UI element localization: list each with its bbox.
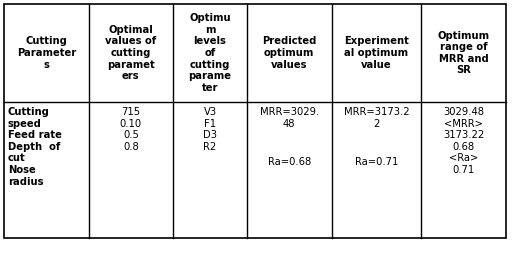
- Text: Cutting
Parameter
s: Cutting Parameter s: [17, 36, 76, 70]
- Text: Ra=0.68: Ra=0.68: [268, 157, 311, 167]
- Text: Experiment
al optimum
value: Experiment al optimum value: [344, 36, 409, 70]
- Text: Cutting
speed
Feed rate
Depth  of
cut
Nose
radius: Cutting speed Feed rate Depth of cut Nos…: [8, 107, 62, 187]
- Text: Optimum
range of
MRR and
SR: Optimum range of MRR and SR: [438, 30, 490, 75]
- Text: Ra=0.71: Ra=0.71: [355, 157, 398, 167]
- Text: MRR=3173.2
2: MRR=3173.2 2: [344, 107, 409, 129]
- Text: MRR=3029.
48: MRR=3029. 48: [260, 107, 319, 129]
- Text: V3
F1
D3
R2: V3 F1 D3 R2: [203, 107, 217, 152]
- Text: Predicted
optimum
values: Predicted optimum values: [262, 36, 316, 70]
- Text: Optimal
values of
cutting
paramet
ers: Optimal values of cutting paramet ers: [105, 25, 157, 81]
- Text: Optimu
m
levels
of
cutting
parame
ter: Optimu m levels of cutting parame ter: [188, 13, 231, 93]
- Text: 715
0.10
0.5
0.8: 715 0.10 0.5 0.8: [120, 107, 142, 152]
- Text: 3029.48
<MRR>
3173.22
0.68
<Ra>
0.71: 3029.48 <MRR> 3173.22 0.68 <Ra> 0.71: [443, 107, 484, 175]
